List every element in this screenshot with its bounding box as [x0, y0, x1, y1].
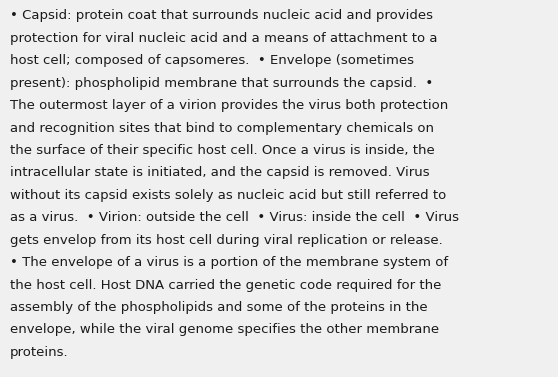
Text: assembly of the phospholipids and some of the proteins in the: assembly of the phospholipids and some o…	[10, 301, 427, 314]
Text: present): phospholipid membrane that surrounds the capsid.  •: present): phospholipid membrane that sur…	[10, 77, 434, 90]
Text: intracellular state is initiated, and the capsid is removed. Virus: intracellular state is initiated, and th…	[10, 167, 430, 179]
Text: The outermost layer of a virion provides the virus both protection: The outermost layer of a virion provides…	[10, 99, 448, 112]
Text: without its capsid exists solely as nucleic acid but still referred to: without its capsid exists solely as nucl…	[10, 189, 446, 202]
Text: as a virus.  • Virion: outside the cell  • Virus: inside the cell  • Virus: as a virus. • Virion: outside the cell •…	[10, 211, 459, 224]
Text: gets envelop from its host cell during viral replication or release.: gets envelop from its host cell during v…	[10, 234, 443, 247]
Text: and recognition sites that bind to complementary chemicals on: and recognition sites that bind to compl…	[10, 121, 434, 135]
Text: • The envelope of a virus is a portion of the membrane system of: • The envelope of a virus is a portion o…	[10, 256, 448, 269]
Text: protection for viral nucleic acid and a means of attachment to a: protection for viral nucleic acid and a …	[10, 32, 437, 45]
Text: host cell; composed of capsomeres.  • Envelope (sometimes: host cell; composed of capsomeres. • Env…	[10, 54, 414, 67]
Text: • Capsid: protein coat that surrounds nucleic acid and provides: • Capsid: protein coat that surrounds nu…	[10, 9, 433, 22]
Text: proteins.: proteins.	[10, 346, 69, 359]
Text: the surface of their specific host cell. Once a virus is inside, the: the surface of their specific host cell.…	[10, 144, 435, 157]
Text: envelope, while the viral genome specifies the other membrane: envelope, while the viral genome specifi…	[10, 323, 439, 336]
Text: the host cell. Host DNA carried the genetic code required for the: the host cell. Host DNA carried the gene…	[10, 279, 441, 291]
